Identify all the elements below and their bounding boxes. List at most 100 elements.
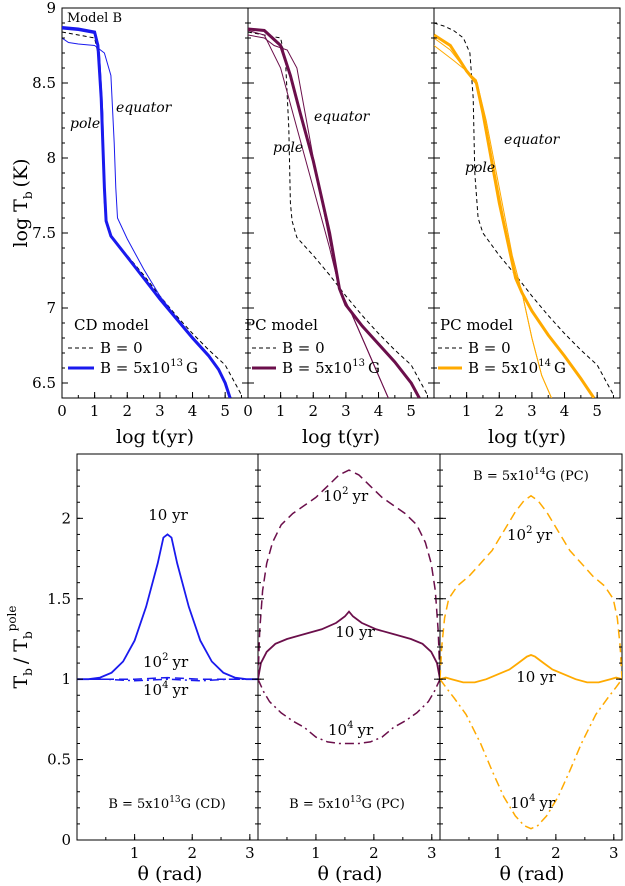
x-tick-label: 2: [494, 402, 504, 420]
legend-dashed-label: B = 0: [468, 339, 511, 357]
x-tick-label: 2: [551, 844, 561, 862]
annotation-equator: equator: [504, 132, 561, 148]
legend-title: CD model: [74, 316, 149, 334]
panel-caption: B = 5x1013G (PC): [289, 795, 405, 812]
curve-label-10000yr: 104 yr: [510, 793, 556, 812]
y-tick-label: 9: [46, 0, 56, 17]
x-tick-label: 1: [276, 402, 286, 420]
curve-label-100yr: 102 yr: [143, 652, 189, 671]
x-tick-label: 5: [220, 402, 230, 420]
series-line-10-2-yr: [77, 676, 258, 680]
y-tick-label: 7: [46, 299, 56, 317]
x-tick-label: 4: [560, 402, 570, 420]
y-tick-label: 8: [46, 149, 56, 167]
x-tick-label: 1: [462, 402, 472, 420]
panel-bottom-middle: 1 2 3 102 yr 10 yr 104 yr B = 5x1013G (PC) θ…: [257, 453, 441, 885]
top-y-axis-label: log Tb(K): [10, 158, 35, 247]
x-tick-label: 2: [308, 402, 318, 420]
panel-caption: B = 5x1013G (CD): [108, 795, 225, 812]
x-tick-label: 1: [493, 844, 503, 862]
panel-bottom-left: 1 2 3 0 0.5 1 1.5 2 10 yr 102 yr 104 yr B = 5x101…: [47, 453, 259, 885]
plot-frame: [257, 453, 441, 841]
x-axis-label: θ (rad): [318, 863, 383, 885]
x-axis-label: θ (rad): [138, 863, 203, 885]
series-line-b-0: [434, 22, 614, 396]
series-line-10-4-yr: [258, 678, 440, 745]
x-tick-label: 0: [57, 402, 67, 420]
y-tick-label: 2: [61, 509, 71, 527]
annotation-equator: equator: [116, 100, 173, 116]
y-tick-label: 8.5: [32, 74, 56, 92]
curve-label-100yr: 102 yr: [323, 486, 369, 505]
series-line-10-yr: [258, 610, 440, 680]
legend-title: PC model: [245, 316, 318, 334]
series-line-10-2-yr: [440, 494, 622, 680]
x-tick-label: 3: [427, 844, 437, 862]
annotation-equator: equator: [314, 109, 371, 125]
x-axis-label: log t(yr): [116, 426, 194, 448]
panel-top-middle: 0 1 2 3 4 5 pole equator PC model B = 0 B = 5…: [243, 7, 435, 448]
annotation-pole: pole: [465, 160, 495, 176]
legend-solid-label: B = 5x1014 G: [468, 358, 566, 377]
series-line-10-2-yr: [258, 469, 440, 680]
bottom-y-axis-label: Tb/ Tbpole: [5, 605, 35, 688]
x-tick-label: 2: [187, 844, 197, 862]
legend-solid-label: B = 5x1013 G: [282, 358, 380, 377]
series-line-b-5x10-14-g: [434, 33, 596, 398]
plot-frame: [433, 7, 621, 399]
y-tick-label: 1.5: [47, 590, 71, 608]
x-tick-label: 1: [311, 844, 321, 862]
legend-dashed-label: B = 0: [100, 339, 143, 357]
series-line-b-5x10-13-g: [62, 26, 232, 398]
x-tick-label: 0: [243, 402, 253, 420]
series-line-10-4-yr: [77, 678, 258, 682]
y-tick-label: 0: [61, 831, 71, 849]
corner-label: Model B: [67, 11, 122, 26]
series-line-10-4-yr: [440, 678, 622, 830]
x-tick-label: 3: [527, 402, 537, 420]
curve-label-10yr: 10 yr: [335, 623, 375, 641]
plot-frame: [61, 7, 249, 399]
plot-frame: [247, 7, 435, 399]
plot-frame: [439, 453, 623, 841]
x-tick-label: 2: [369, 844, 379, 862]
x-axis-label: log t(yr): [488, 426, 566, 448]
series-line-b-0: [248, 31, 428, 396]
series-line-equator: [434, 45, 552, 398]
x-tick-label: 1: [90, 402, 100, 420]
annotation-pole: pole: [273, 140, 303, 156]
series-line-equator: [62, 37, 231, 398]
curve-label-10yr: 10 yr: [148, 506, 188, 524]
x-axis-label: θ (rad): [500, 863, 565, 885]
x-tick-label: 4: [188, 402, 198, 420]
x-tick-label: 2: [122, 402, 132, 420]
curve-label-10000yr: 104 yr: [328, 720, 374, 739]
panel-bottom-right: 1 2 3 B = 5x1014G (PC) 102 yr 10 yr 104 yr θ…: [439, 453, 623, 885]
x-axis-label: log t(yr): [302, 426, 380, 448]
annotation-pole: pole: [70, 116, 100, 132]
x-tick-label: 3: [341, 402, 351, 420]
x-tick-label: 3: [245, 844, 255, 862]
x-tick-label: 1: [130, 844, 140, 862]
x-tick-label: 5: [592, 402, 602, 420]
series-line-10-yr: [77, 533, 258, 681]
series-line-b-5x10-13-g: [248, 27, 421, 398]
curve-label-10000yr: 104 yr: [143, 680, 189, 699]
legend-solid-label: B = 5x1013 G: [100, 358, 198, 377]
y-tick-label: 1: [61, 670, 71, 688]
y-tick-label: 6.5: [32, 374, 56, 392]
series-line-pole: [62, 28, 231, 398]
x-tick-label: 5: [406, 402, 416, 420]
y-tick-label: 0.5: [47, 751, 71, 769]
panel-top-left: 0 1 2 3 4 598.587.576.5 Model B pole equator …: [32, 0, 249, 448]
legend-dashed-label: B = 0: [282, 339, 325, 357]
series-line-10-yr: [440, 654, 622, 684]
curve-label-100yr: 102 yr: [507, 525, 553, 544]
curve-label-10yr: 10 yr: [516, 668, 556, 686]
x-tick-label: 3: [609, 844, 619, 862]
x-tick-label: 4: [374, 402, 384, 420]
y-tick-label: 7.5: [32, 224, 56, 242]
series-line-equator: [248, 34, 389, 398]
legend-title: PC model: [440, 316, 513, 334]
panel-caption: B = 5x1014G (PC): [473, 467, 589, 484]
